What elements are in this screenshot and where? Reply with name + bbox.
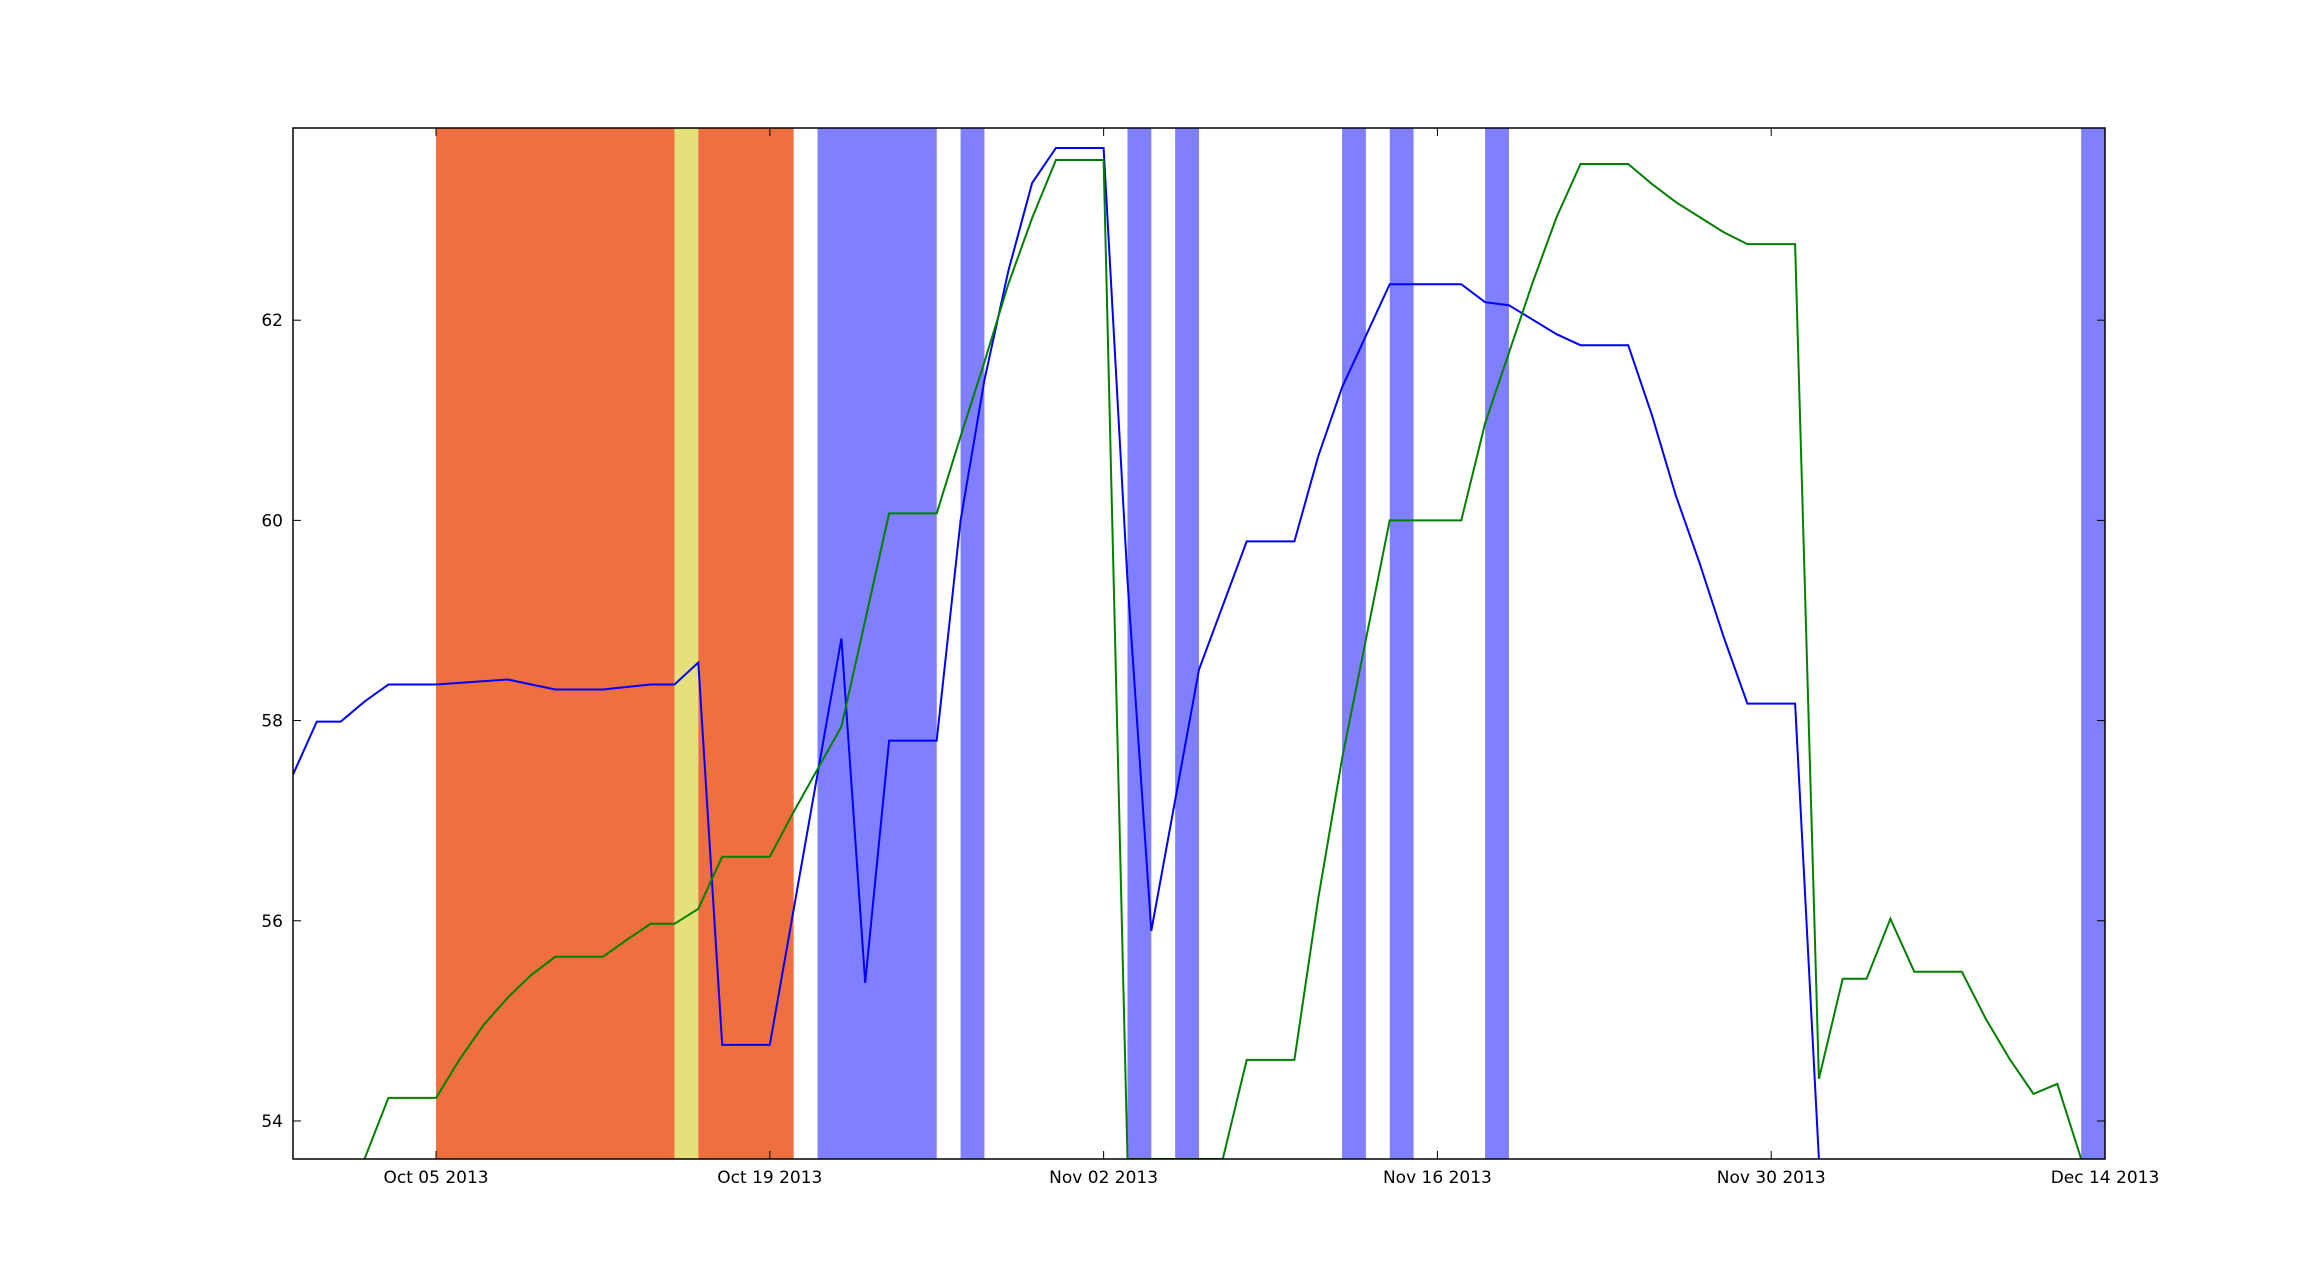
x-tick-label: Oct 05 2013 bbox=[383, 1168, 488, 1188]
y-tick-label: 56 bbox=[261, 912, 283, 932]
y-tick-label: 54 bbox=[261, 1112, 283, 1132]
shaded-span-8 bbox=[1389, 128, 1414, 1159]
shaded-span-2 bbox=[698, 128, 794, 1159]
x-tick-label: Nov 16 2013 bbox=[1383, 1168, 1492, 1188]
x-tick-label: Dec 14 2013 bbox=[2051, 1168, 2160, 1188]
shaded-span-7 bbox=[1342, 128, 1366, 1159]
y-tick-label: 58 bbox=[261, 712, 283, 732]
axes: Oct 05 2013 Oct 19 2013 Nov 02 2013 Nov 16 … bbox=[261, 127, 2160, 1188]
shaded-span-10 bbox=[2081, 128, 2105, 1159]
shaded-span-0 bbox=[436, 128, 675, 1159]
shaded-span-4 bbox=[960, 128, 985, 1159]
x-tick-label: Nov 02 2013 bbox=[1049, 1168, 1158, 1188]
shaded-spans bbox=[436, 128, 2105, 1159]
shaded-span-5 bbox=[1127, 128, 1152, 1159]
shaded-span-9 bbox=[1485, 128, 1509, 1159]
plot-frame bbox=[292, 127, 2106, 1160]
x-tick-label: Oct 19 2013 bbox=[717, 1168, 822, 1188]
series-lines bbox=[293, 147, 2083, 1159]
shaded-span-6 bbox=[1175, 128, 1199, 1159]
series-line-0 bbox=[293, 147, 1820, 1159]
series-line-1 bbox=[363, 159, 2083, 1159]
x-tick-label: Nov 30 2013 bbox=[1717, 1168, 1826, 1188]
y-tick-label: 60 bbox=[261, 511, 283, 531]
shaded-span-3 bbox=[817, 128, 937, 1159]
shaded-span-1 bbox=[674, 128, 699, 1159]
y-tick-label: 62 bbox=[261, 311, 283, 331]
